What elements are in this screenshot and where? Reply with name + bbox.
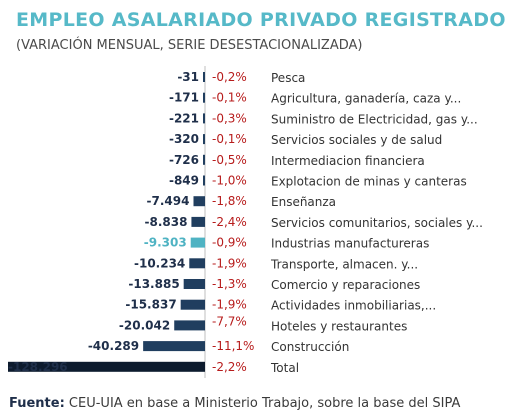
category-label: Suministro de Electricidad, gas y... xyxy=(271,112,478,126)
bar xyxy=(174,320,205,331)
category-label: Pesca xyxy=(271,71,305,85)
value-label: -13.885 xyxy=(128,277,179,291)
bar xyxy=(203,92,205,103)
pct-label: -2,4% xyxy=(212,215,247,229)
source-text: CEU-UIA en base a Ministerio Trabajo, so… xyxy=(64,396,461,411)
bar-chart: -31 -0,2% Pesca -171 -0,1% Agricultura, ganad… xyxy=(8,66,483,378)
value-label: -8.838 xyxy=(144,215,187,229)
value-label: -15.837 xyxy=(125,298,176,312)
pct-label: -0,2% xyxy=(212,70,247,84)
category-label: Intermediacion financiera xyxy=(271,154,425,168)
category-label: Servicios sociales y de salud xyxy=(271,133,442,147)
pct-label: -0,5% xyxy=(212,153,247,167)
chart-title: EMPLEO ASALARIADO PRIVADO REGISTRADO xyxy=(16,9,506,31)
pct-label: -1,9% xyxy=(212,256,247,270)
category-label: Construcción xyxy=(271,340,349,354)
category-label: Comercio y reparaciones xyxy=(271,278,420,292)
value-label: -128.296 xyxy=(8,360,68,374)
bar xyxy=(203,134,205,145)
bar xyxy=(183,279,205,289)
pct-label: -7,7% xyxy=(212,314,247,328)
pct-label: -1,3% xyxy=(212,277,247,291)
category-label: Hoteles y restaurantes xyxy=(271,319,407,333)
category-label: Actividades inmobiliarias,... xyxy=(271,299,436,313)
value-label: -40.289 xyxy=(88,339,139,353)
category-label: Transporte, almacen. y... xyxy=(270,257,418,271)
bar xyxy=(189,258,205,269)
category-label: Industrias manufactureras xyxy=(271,237,429,251)
pct-label: -0,1% xyxy=(212,91,247,105)
value-label: -320 xyxy=(169,132,199,146)
bar xyxy=(203,154,205,165)
category-label: Explotacion de minas y canteras xyxy=(271,175,467,189)
category-label: Total xyxy=(270,361,299,375)
pct-label: -1,9% xyxy=(212,298,247,312)
category-label: Servicios comunitarios, sociales y... xyxy=(271,216,483,230)
pct-label: -11,1% xyxy=(212,339,254,353)
pct-label: -1,8% xyxy=(212,194,247,208)
value-label: -726 xyxy=(169,153,199,167)
value-label: -849 xyxy=(169,174,199,188)
value-label: -10.234 xyxy=(134,256,185,270)
category-label: Enseñanza xyxy=(271,195,336,209)
bar xyxy=(203,113,205,124)
chart-subtitle: (VARIACIÓN MENSUAL, SERIE DESESTACIONALI… xyxy=(16,38,363,53)
bar xyxy=(190,237,205,248)
value-label: -9.303 xyxy=(144,236,187,250)
value-label: -20.042 xyxy=(119,318,170,332)
bar xyxy=(193,196,205,207)
value-label: -31 xyxy=(177,70,199,84)
category-label: Agricultura, ganadería, caza y... xyxy=(271,92,461,106)
pct-label: -0,1% xyxy=(212,132,247,146)
source-label: Fuente: xyxy=(9,396,65,411)
pct-label: -0,3% xyxy=(212,111,247,125)
value-label: -171 xyxy=(169,91,199,105)
bar xyxy=(180,299,205,310)
source-note: Fuente: CEU-UIA en base a Ministerio Tra… xyxy=(9,396,460,411)
value-label: -221 xyxy=(169,111,199,125)
bar xyxy=(203,175,205,186)
pct-label: -1,0% xyxy=(212,174,247,188)
pct-label: -0,9% xyxy=(212,236,247,250)
bar xyxy=(191,216,205,227)
value-label: -7.494 xyxy=(147,194,190,208)
pct-label: -2,2% xyxy=(212,360,247,374)
bar xyxy=(8,361,205,372)
bar xyxy=(203,72,205,82)
bar xyxy=(143,341,205,352)
